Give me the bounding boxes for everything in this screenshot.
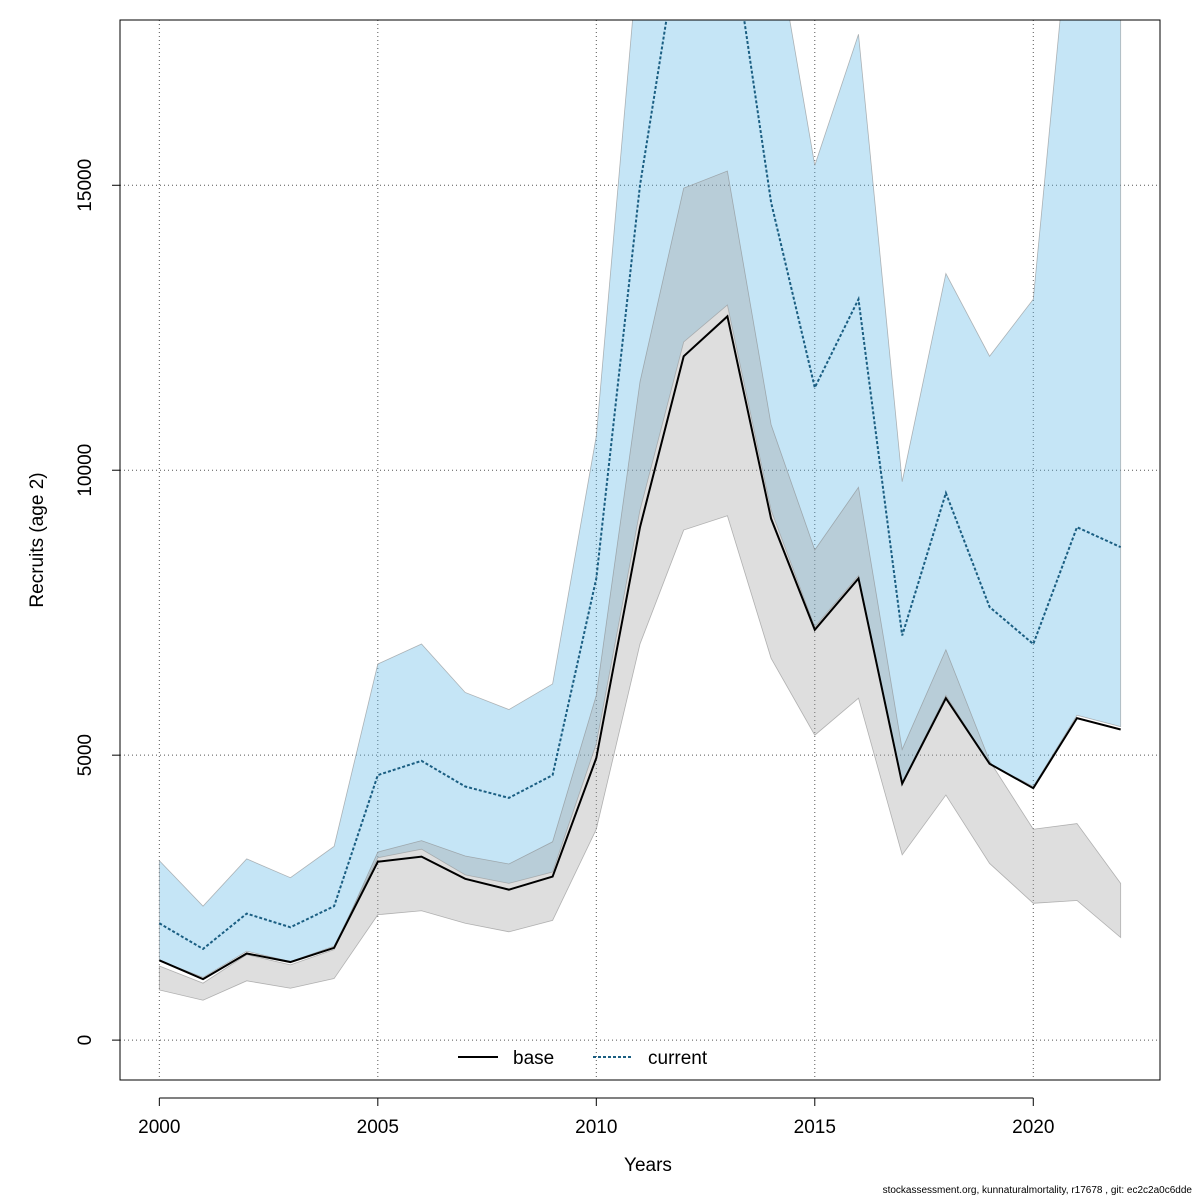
- line-base: [158, 314, 1121, 981]
- x-axis-title: Years: [624, 1155, 672, 1176]
- x-axis: 2000 2005 2010 2015 2020: [138, 1097, 1054, 1138]
- x-tick-label-2010: 2010: [575, 1117, 617, 1138]
- y-tick-label-15000: 15000: [75, 159, 96, 212]
- y-axis: 0 5000 10000 15000: [75, 159, 121, 1046]
- y-tick-label-5000: 5000: [75, 734, 96, 776]
- line-current: [158, 20, 1122, 951]
- confidence-bands: [158, 20, 1122, 1001]
- legend-label-current: current: [648, 1048, 708, 1069]
- x-tick-label-2015: 2015: [794, 1117, 836, 1138]
- y-tick-label-10000: 10000: [75, 444, 96, 497]
- legend: base current: [458, 1048, 708, 1069]
- series-lines: [158, 20, 1122, 981]
- band-base: [158, 170, 1122, 1001]
- y-axis-title: Recruits (age 2): [27, 472, 48, 607]
- y-tick-label-0: 0: [75, 1035, 96, 1046]
- footer-credit: stockassessment.org, kunnaturalmortality…: [882, 1185, 1192, 1196]
- band-current: [158, 20, 1122, 978]
- legend-label-base: base: [513, 1048, 554, 1069]
- x-tick-label-2005: 2005: [357, 1117, 399, 1138]
- x-tick-label-2020: 2020: [1012, 1117, 1054, 1138]
- x-tick-label-2000: 2000: [138, 1117, 180, 1138]
